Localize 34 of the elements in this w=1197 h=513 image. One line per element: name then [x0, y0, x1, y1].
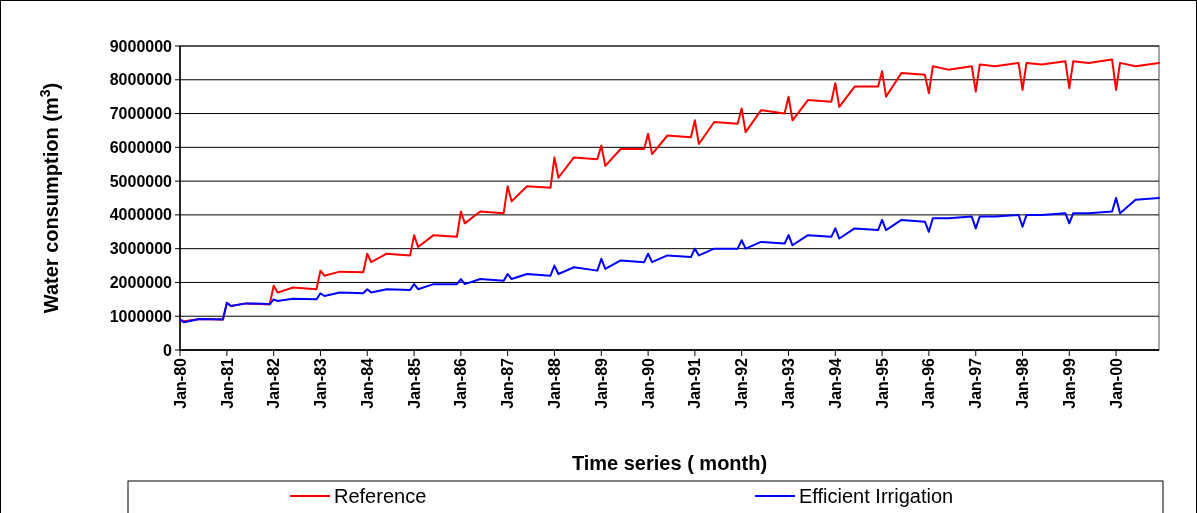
- y-tick-label: 7000000: [109, 105, 173, 123]
- x-tick-label: Jan-87: [499, 357, 517, 409]
- x-tick-label: Jan-92: [733, 357, 751, 409]
- x-tick-label: Jan-90: [639, 357, 657, 409]
- x-tick-label: Jan-88: [546, 357, 564, 409]
- x-tick-label: Jan-86: [452, 357, 470, 409]
- legend-label: Efficient Irrigation: [799, 485, 954, 507]
- x-tick-label: Jan-80: [171, 357, 189, 409]
- x-tick-label: Jan-89: [592, 357, 610, 409]
- y-tick-label: 6000000: [109, 138, 173, 156]
- x-tick-label: Jan-99: [1060, 357, 1078, 409]
- y-tick-label: 3000000: [109, 240, 173, 258]
- x-tick-label: Jan-81: [218, 357, 236, 409]
- y-tick-label: 5000000: [109, 172, 173, 190]
- y-tick-label: 0: [163, 341, 173, 359]
- x-tick-label: Jan-85: [405, 357, 423, 409]
- x-tick-label: Jan-95: [873, 357, 891, 409]
- x-axis-title: Time series ( month): [571, 452, 768, 474]
- y-tick-label: 9000000: [109, 37, 173, 55]
- y-tick-label: 4000000: [109, 206, 173, 224]
- x-tick-label: Jan-98: [1014, 357, 1032, 409]
- x-tick-label: Jan-94: [826, 357, 844, 409]
- x-tick-label: Jan-97: [967, 357, 985, 409]
- y-tick-label: 8000000: [109, 71, 173, 89]
- x-tick-label: Jan-00: [1107, 357, 1125, 409]
- x-tick-label: Jan-93: [780, 357, 798, 409]
- x-tick-label: Jan-82: [265, 357, 283, 409]
- y-tick-label: 1000000: [109, 307, 173, 325]
- x-tick-label: Jan-83: [312, 357, 330, 409]
- x-tick-label: Jan-91: [686, 357, 704, 409]
- x-tick-label: Jan-96: [920, 357, 938, 409]
- y-tick-label: 2000000: [109, 274, 173, 292]
- x-tick-label: Jan-84: [358, 357, 376, 409]
- legend-label: Reference: [334, 485, 427, 507]
